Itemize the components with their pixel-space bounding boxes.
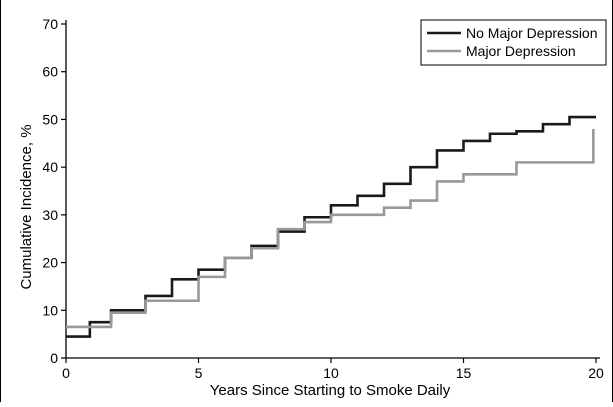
y-tick-label: 70 bbox=[42, 16, 58, 32]
x-tick-label: 15 bbox=[456, 365, 472, 381]
y-tick-label: 60 bbox=[42, 64, 58, 80]
y-tick-label: 50 bbox=[42, 111, 58, 127]
axes: 0 10 20 30 40 50 60 70 0 5 10 15 20 bbox=[42, 16, 604, 381]
x-tick-label: 5 bbox=[195, 365, 203, 381]
y-tick-label: 40 bbox=[42, 159, 58, 175]
y-tick-label: 0 bbox=[50, 350, 58, 366]
y-axis-label: Cumulative Incidence, % bbox=[18, 124, 35, 289]
y-tick-label: 10 bbox=[42, 302, 58, 318]
x-tick-label: 0 bbox=[62, 365, 70, 381]
x-axis-label: Years Since Starting to Smoke Daily bbox=[210, 382, 451, 399]
legend-box bbox=[420, 19, 607, 66]
series-line-no-major-depression bbox=[66, 115, 596, 338]
legend-label: Major Depression bbox=[466, 43, 576, 59]
x-tick-label: 20 bbox=[588, 365, 604, 381]
legend: No Major Depression Major Depression bbox=[420, 19, 607, 66]
legend-label: No Major Depression bbox=[466, 25, 598, 41]
y-tick-label: 30 bbox=[42, 207, 58, 223]
y-tick-label: 20 bbox=[42, 255, 58, 271]
series-layer bbox=[66, 115, 596, 338]
series-line-major-depression bbox=[66, 128, 595, 329]
x-tick-label: 10 bbox=[323, 365, 339, 381]
